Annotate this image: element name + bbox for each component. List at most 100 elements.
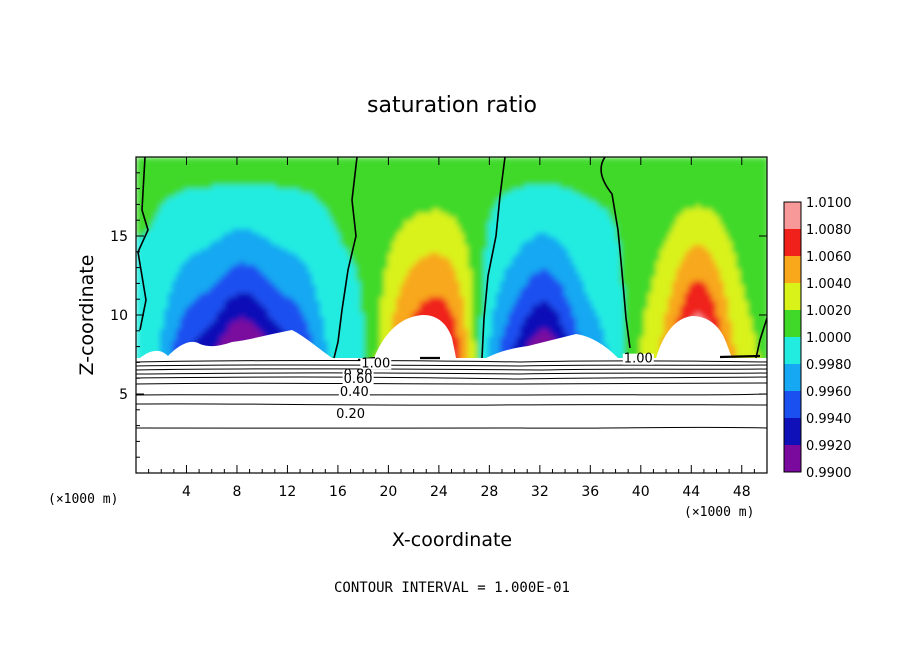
field-cell (340, 221, 345, 226)
field-cell (296, 269, 301, 274)
field-cell (192, 189, 197, 194)
field-cell (232, 185, 237, 190)
field-cell (316, 233, 321, 238)
field-cell (304, 221, 309, 226)
field-cell (360, 333, 365, 338)
field-cell (220, 221, 225, 226)
field-cell (300, 197, 305, 202)
field-cell (372, 245, 377, 250)
field-cell (316, 185, 321, 190)
field-cell (312, 325, 317, 330)
field-cell (188, 297, 193, 302)
field-cell (172, 233, 177, 238)
field-cell (304, 213, 309, 218)
field-cell (260, 177, 265, 182)
field-cell (356, 225, 361, 230)
field-cell (224, 265, 229, 270)
field-cell (256, 205, 261, 210)
field-cell (308, 253, 313, 258)
field-cell (336, 285, 341, 290)
field-cell (208, 257, 213, 262)
field-cell (196, 229, 201, 234)
field-cell (368, 313, 373, 318)
field-cell (348, 177, 353, 182)
field-cell (172, 209, 177, 214)
field-cell (272, 329, 277, 334)
field-cell (368, 177, 373, 182)
field-cell (180, 213, 185, 218)
field-cell (180, 289, 185, 294)
field-cell (348, 253, 353, 258)
field-cell (216, 185, 221, 190)
field-cell (336, 325, 341, 330)
field-cell (296, 321, 301, 326)
field-cell (184, 185, 189, 190)
field-cell (228, 201, 233, 206)
field-cell (216, 161, 221, 166)
field-cell (308, 165, 313, 170)
field-cell (340, 281, 345, 286)
field-cell (236, 305, 241, 310)
field-cell (188, 337, 193, 342)
field-cell (184, 301, 189, 306)
field-cell (212, 205, 217, 210)
field-cell (240, 217, 245, 222)
field-cell (264, 217, 269, 222)
field-cell (352, 193, 357, 198)
field-cell (208, 197, 213, 202)
field-cell (324, 309, 329, 314)
field-cell (228, 229, 233, 234)
field-cell (188, 325, 193, 330)
field-cell (172, 161, 177, 166)
field-cell (264, 253, 269, 258)
field-cell (168, 233, 173, 238)
field-cell (372, 329, 377, 334)
field-cell (356, 285, 361, 290)
field-cell (148, 321, 153, 326)
field-cell (256, 225, 261, 230)
field-cell (216, 289, 221, 294)
field-cell (316, 225, 321, 230)
field-cell (192, 329, 197, 334)
field-cell (184, 237, 189, 242)
field-cell (220, 185, 225, 190)
field-cell (304, 229, 309, 234)
field-cell (192, 169, 197, 174)
field-cell (380, 277, 385, 282)
field-cell (148, 161, 153, 166)
field-cell (316, 165, 321, 170)
field-cell (272, 185, 277, 190)
field-cell (248, 189, 253, 194)
field-cell (356, 229, 361, 234)
field-cell (208, 229, 213, 234)
field-cell (172, 169, 177, 174)
field-cell (324, 313, 329, 318)
field-cell (168, 297, 173, 302)
field-cell (276, 305, 281, 310)
field-cell (180, 217, 185, 222)
field-cell (176, 189, 181, 194)
field-cell (152, 245, 157, 250)
field-cell (336, 233, 341, 238)
field-cell (268, 253, 273, 258)
field-cell (276, 201, 281, 206)
field-cell (148, 313, 153, 318)
field-cell (344, 205, 349, 210)
field-cell (172, 297, 177, 302)
field-cell (312, 317, 317, 322)
field-cell (352, 229, 357, 234)
field-cell (168, 245, 173, 250)
field-cell (228, 269, 233, 274)
field-cell (340, 213, 345, 218)
field-cell (372, 173, 377, 178)
field-cell (252, 169, 257, 174)
field-cell (320, 205, 325, 210)
field-cell (256, 193, 261, 198)
field-cell (376, 313, 381, 318)
field-cell (292, 269, 297, 274)
field-cell (204, 249, 209, 254)
field-cell (164, 201, 169, 206)
field-cell (184, 289, 189, 294)
field-cell (308, 221, 313, 226)
field-cell (244, 313, 249, 318)
